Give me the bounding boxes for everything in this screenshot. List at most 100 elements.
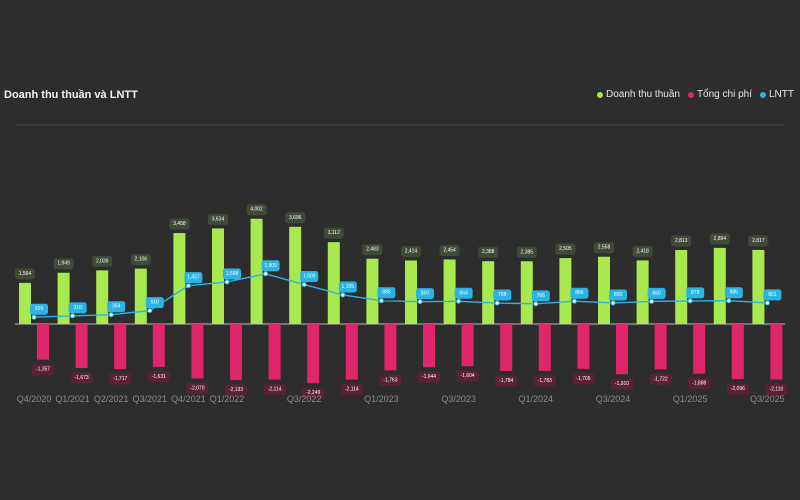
profit-point (610, 300, 616, 306)
profit-data-label: 878 (691, 290, 700, 296)
profit-point (726, 298, 732, 304)
revenue-bar (520, 261, 533, 324)
revenue-bar (752, 249, 765, 324)
revenue-bar (134, 268, 147, 324)
cost-data-label: -1,722 (654, 376, 668, 382)
revenue-data-label: 2,039 (96, 258, 109, 264)
profit-label-bg (647, 287, 666, 299)
revenue-label-bg (92, 255, 113, 267)
cost-bar (384, 324, 397, 371)
revenue-label-bg (208, 213, 228, 225)
profit-data-label: 885 (382, 290, 391, 296)
revenue-data-label: 2,558 (598, 245, 611, 251)
cost-data-label: -1,910 (615, 381, 629, 387)
revenue-bar (713, 247, 726, 324)
revenue-bar (366, 258, 379, 324)
revenue-bar (289, 226, 302, 324)
revenue-bar (405, 260, 417, 324)
profit-data-label: 766 (537, 293, 546, 299)
profit-data-label: 510 (151, 300, 160, 306)
revenue-data-label: 1,564 (19, 271, 32, 277)
revenue-data-label: 2,894 (714, 236, 727, 242)
profit-point (224, 279, 230, 285)
x-tick-label: Q3/2024 (596, 394, 631, 404)
profit-point (456, 298, 462, 304)
cost-data-label: -1,604 (461, 373, 475, 379)
revenue-label-bg (401, 246, 421, 258)
cost-bar (230, 324, 242, 381)
revenue-label-bg (439, 244, 460, 256)
cost-bar (577, 324, 590, 369)
legend-swatch-revenue (597, 91, 603, 98)
x-tick-label: Q1/2024 (519, 394, 554, 404)
revenue-bar (212, 228, 224, 324)
profit-label-bg (377, 287, 396, 299)
profit-label-bg (686, 287, 705, 299)
revenue-data-label: 2,813 (675, 238, 688, 244)
profit-point (571, 298, 577, 304)
revenue-label-bg (53, 258, 74, 270)
revenue-data-label: 2,817 (752, 238, 765, 244)
revenue-label-bg (285, 212, 306, 224)
profit-label-bg (145, 297, 164, 309)
revenue-bar (250, 218, 263, 324)
profit-point (185, 283, 191, 289)
revenue-label-bg (130, 254, 151, 266)
cost-data-label: -1,763 (383, 377, 397, 383)
cost-data-label: -1,888 (692, 381, 706, 387)
x-tick-label: Q1/2021 (55, 394, 90, 404)
cost-bar (770, 324, 783, 380)
cost-bar (423, 324, 435, 368)
cost-label-bg (263, 384, 286, 396)
revenue-label-bg (555, 243, 576, 255)
revenue-bar (327, 242, 340, 324)
legend-item-revenue[interactable]: Doanh thu thuần (597, 89, 680, 100)
cost-bar (616, 324, 628, 375)
cost-label-bg (765, 383, 788, 395)
profit-label-bg (454, 287, 473, 299)
cost-label-bg (456, 370, 479, 382)
chart-title: Doanh thu thuần và LNTT (4, 89, 138, 101)
cost-bar (538, 324, 551, 371)
revenue-data-label: 3,112 (328, 230, 340, 236)
revenue-data-label: 2,418 (636, 248, 649, 254)
cost-label-bg (649, 373, 672, 385)
profit-point (649, 298, 655, 304)
profit-data-label: 798 (498, 292, 507, 298)
x-tick-label: Q3/2022 (287, 394, 322, 404)
revenue-data-label: 3,696 (289, 215, 302, 221)
profit-data-label: 850 (421, 291, 430, 297)
cost-bar (693, 324, 706, 374)
cost-label-bg (302, 387, 325, 399)
legend-swatch-profit (760, 91, 766, 98)
revenue-label-bg (594, 242, 614, 254)
revenue-data-label: 1,949 (57, 261, 70, 267)
profit-point (301, 282, 307, 288)
profit-label-bg (300, 271, 319, 283)
legend-item-profit[interactable]: LNTT (760, 89, 794, 100)
revenue-bar (675, 250, 688, 324)
cost-data-label: -1,644 (422, 374, 436, 380)
cost-label-bg (379, 374, 402, 386)
revenue-bar (598, 256, 610, 324)
profit-data-label: 885 (730, 290, 739, 296)
profit-data-label: 310 (73, 305, 82, 311)
profit-label-bg (68, 302, 87, 314)
cost-bar (307, 324, 320, 384)
profit-data-label: 860 (652, 290, 661, 296)
revenue-label-bg (709, 233, 730, 245)
cost-label-bg (340, 384, 363, 396)
revenue-bar (443, 259, 456, 324)
cost-label-bg (109, 373, 132, 385)
profit-label-bg (107, 301, 126, 313)
cost-label-bg (418, 371, 440, 383)
revenue-bar (173, 233, 186, 324)
x-tick-label: Q4/2021 (171, 394, 206, 404)
profit-point (378, 298, 384, 304)
legend-item-cost[interactable]: Tổng chi phí (687, 89, 752, 100)
profit-point (417, 299, 423, 305)
revenue-bar (57, 272, 70, 324)
cost-label-bg (533, 375, 556, 387)
revenue-label-bg (169, 218, 190, 230)
profit-data-label: 800 (614, 292, 623, 298)
